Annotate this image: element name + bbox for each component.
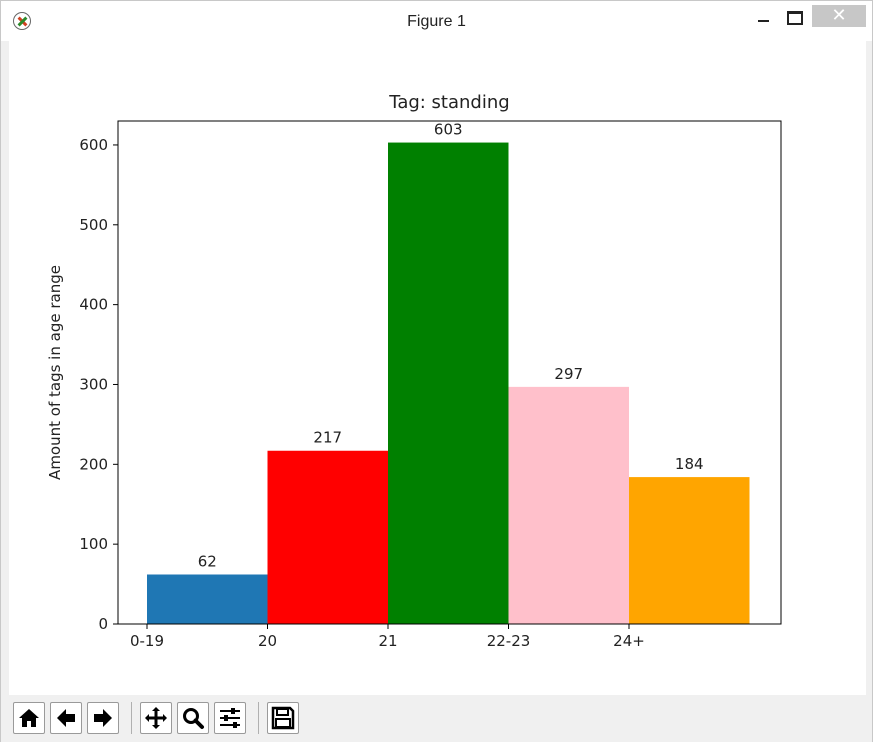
back-arrow-icon — [57, 709, 75, 727]
minimize-icon — [757, 20, 769, 22]
maximize-icon — [787, 11, 803, 25]
window-title: Figure 1 — [407, 13, 466, 30]
background-strip — [0, 742, 873, 749]
bar-data-label: 603 — [434, 121, 463, 139]
y-tick-label: 300 — [79, 375, 108, 393]
bar-data-label: 62 — [198, 552, 217, 570]
x-tick-label: 21 — [378, 632, 397, 650]
minimize-button[interactable] — [749, 5, 777, 29]
y-tick-label: 600 — [79, 136, 108, 154]
home-icon — [19, 709, 39, 727]
toolbar-separator — [131, 702, 132, 734]
bar-data-label: 297 — [554, 365, 583, 383]
close-button[interactable]: ✕ — [812, 5, 866, 27]
title-bar[interactable]: Figure 1 ✕ — [1, 1, 872, 41]
y-tick-label: 0 — [98, 615, 108, 633]
y-tick-label: 400 — [79, 296, 108, 314]
close-icon: ✕ — [831, 5, 847, 26]
save-button[interactable] — [267, 702, 299, 734]
zoom-button[interactable] — [177, 702, 209, 734]
bar-24+ — [629, 477, 750, 624]
configure-subplots-icon — [220, 708, 240, 728]
bar-0-19 — [147, 574, 268, 624]
plot-frame — [117, 120, 782, 625]
y-axis-label: Amount of tags in age range — [46, 265, 64, 480]
bar-data-label: 184 — [675, 455, 704, 473]
y-tick-label: 200 — [79, 455, 108, 473]
home-button[interactable] — [13, 702, 45, 734]
matplotlib-app-icon — [13, 12, 31, 30]
maximize-button[interactable] — [781, 5, 809, 29]
bar-22-23 — [508, 386, 629, 624]
figure-canvas[interactable]: 62 217 603 297 184 0 100 200 300 400 500 600 0-19 2… — [9, 41, 866, 695]
forward-button[interactable] — [87, 702, 119, 734]
zoom-icon — [183, 708, 204, 729]
x-tick-label: 22-23 — [487, 632, 531, 650]
x-tick-label: 24+ — [613, 632, 645, 650]
save-icon — [271, 706, 295, 730]
configure-subplots-button[interactable] — [214, 702, 246, 734]
bar-20 — [267, 450, 388, 624]
bar-21 — [388, 142, 509, 625]
y-tick-label: 100 — [79, 535, 108, 553]
navigation-toolbar — [9, 695, 866, 743]
y-tick-label: 500 — [79, 216, 108, 234]
x-tick-label: 20 — [258, 632, 277, 650]
back-button[interactable] — [50, 702, 82, 734]
toolbar-separator — [258, 702, 259, 734]
x-tick-label: 0-19 — [130, 632, 164, 650]
forward-arrow-icon — [94, 709, 112, 727]
pan-button[interactable] — [140, 702, 172, 734]
bar-chart: 62 217 603 297 184 0 100 200 300 400 500 600 0-19 2… — [46, 92, 782, 650]
pan-icon — [145, 707, 167, 729]
bar-data-label: 217 — [313, 429, 342, 447]
chart-title: Tag: standing — [388, 92, 509, 113]
